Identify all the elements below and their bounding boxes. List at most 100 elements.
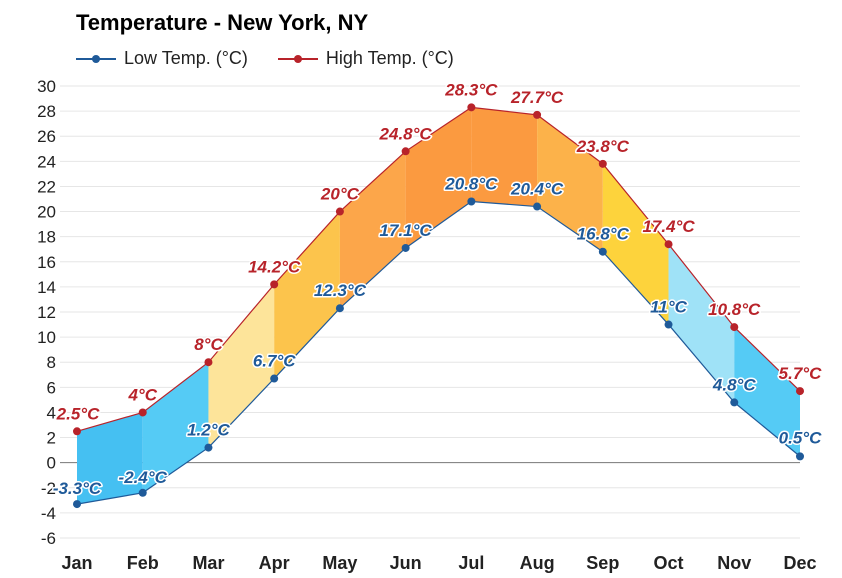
y-tick-label: 10: [37, 328, 56, 347]
x-tick-label: May: [322, 553, 357, 573]
range-band: [77, 412, 143, 505]
high-temp-point[interactable]: [335, 207, 344, 216]
low-temp-data-label: -3.3°C: [53, 479, 102, 498]
y-tick-label: 24: [37, 152, 56, 171]
range-band: [602, 163, 669, 325]
x-tick-label: Aug: [520, 553, 555, 573]
high-temp-data-label: 2.5°C: [56, 404, 100, 423]
y-tick-label: 18: [37, 228, 56, 247]
range-band: [142, 362, 209, 493]
low-temp-point[interactable]: [467, 197, 476, 206]
low-temp-point[interactable]: [533, 202, 542, 211]
y-tick-label: 28: [37, 102, 56, 121]
legend-low-swatch: [76, 52, 116, 66]
high-temp-data-label: 4°C: [127, 385, 157, 404]
x-tick-label: Feb: [127, 553, 159, 573]
range-band: [471, 107, 538, 207]
range-band: [208, 284, 275, 448]
x-tick-label: Dec: [783, 553, 816, 573]
y-tick-label: -6: [41, 529, 56, 548]
x-tick-label: Nov: [717, 553, 751, 573]
legend-item-low[interactable]: Low Temp. (°C): [76, 48, 248, 69]
high-temp-point[interactable]: [270, 280, 279, 289]
range-band: [734, 327, 800, 457]
low-temp-data-label: 16.8°C: [577, 225, 630, 244]
low-temp-point[interactable]: [204, 443, 213, 452]
low-temp-point[interactable]: [138, 488, 147, 497]
x-tick-label: Apr: [259, 553, 290, 573]
low-temp-data-label: 20.8°C: [444, 175, 498, 194]
y-tick-label: 4: [47, 403, 56, 422]
high-temp-point[interactable]: [533, 110, 542, 119]
y-tick-label: 12: [37, 303, 56, 322]
high-temp-data-label: 10.8°C: [708, 300, 761, 319]
y-tick-label: -2: [41, 479, 56, 498]
high-temp-data-label: 17.4°C: [642, 217, 695, 236]
legend-item-high[interactable]: High Temp. (°C): [277, 48, 454, 69]
x-tick-label: Jul: [458, 553, 484, 573]
low-temp-point[interactable]: [270, 374, 279, 383]
legend-high-marker: [293, 54, 302, 63]
high-temp-data-label: 27.7°C: [510, 88, 564, 107]
low-temp-point[interactable]: [664, 320, 673, 329]
y-tick-label: 2: [47, 429, 56, 448]
y-tick-label: 8: [47, 353, 56, 372]
high-temp-point[interactable]: [598, 159, 607, 168]
high-temp-point[interactable]: [796, 387, 804, 396]
chart-legend: Low Temp. (°C) High Temp. (°C): [76, 48, 454, 69]
high-temp-data-label: 5.7°C: [779, 364, 822, 383]
high-temp-data-label: 14.2°C: [248, 257, 301, 276]
y-tick-label: 26: [37, 127, 56, 146]
range-band: [274, 211, 340, 379]
high-temp-point[interactable]: [73, 427, 81, 436]
high-temp-data-label: 28.3°C: [444, 80, 498, 99]
low-temp-data-label: 6.7°C: [253, 352, 296, 371]
y-tick-label: 6: [47, 378, 56, 397]
legend-high-swatch: [277, 52, 318, 66]
high-temp-data-label: 23.8°C: [576, 137, 630, 156]
high-temp-point[interactable]: [664, 240, 673, 249]
y-tick-label: 22: [37, 177, 56, 196]
low-temp-data-label: 11°C: [650, 298, 687, 317]
high-temp-data-label: 8°C: [194, 335, 223, 354]
high-temp-point[interactable]: [730, 323, 739, 332]
low-temp-point[interactable]: [335, 304, 344, 313]
x-tick-label: Jan: [61, 553, 92, 573]
low-temp-data-label: -2.4°C: [119, 468, 168, 487]
low-temp-data-label: 17.1°C: [380, 221, 433, 240]
x-tick-label: Jun: [390, 553, 422, 573]
low-temp-data-label: 0.5°C: [779, 428, 822, 447]
high-temp-point[interactable]: [138, 408, 147, 417]
high-temp-point[interactable]: [204, 358, 213, 367]
high-temp-data-label: 24.8°C: [379, 124, 433, 143]
y-tick-label: 0: [47, 454, 56, 473]
high-temp-point[interactable]: [401, 147, 410, 156]
x-tick-label: Oct: [654, 553, 684, 573]
legend-low-label: Low Temp. (°C): [124, 48, 248, 68]
high-temp-point[interactable]: [467, 103, 476, 112]
low-temp-point[interactable]: [796, 452, 804, 461]
low-temp-point[interactable]: [73, 500, 81, 509]
low-temp-line: [76, 200, 801, 505]
low-temp-point[interactable]: [598, 247, 607, 256]
x-tick-label: Mar: [192, 553, 224, 573]
legend-low-marker: [92, 54, 100, 63]
low-temp-data-label: 1.2°C: [187, 421, 230, 440]
y-tick-label: -4: [41, 504, 56, 523]
low-temp-data-label: 20.4°C: [510, 180, 564, 199]
x-tick-label: Sep: [586, 553, 619, 573]
low-temp-data-label: 12.3°C: [314, 281, 367, 300]
low-temp-point[interactable]: [730, 398, 739, 407]
range-band: [668, 244, 735, 403]
low-temp-data-label: 4.8°C: [712, 375, 756, 394]
high-temp-line: [76, 106, 801, 432]
high-temp-data-label: 20°C: [320, 185, 360, 204]
range-band: [339, 151, 406, 309]
low-temp-point[interactable]: [401, 243, 410, 252]
y-tick-label: 16: [37, 253, 56, 272]
legend-high-label: High Temp. (°C): [325, 48, 454, 68]
y-tick-label: 20: [37, 203, 56, 222]
y-tick-label: 30: [37, 77, 56, 96]
